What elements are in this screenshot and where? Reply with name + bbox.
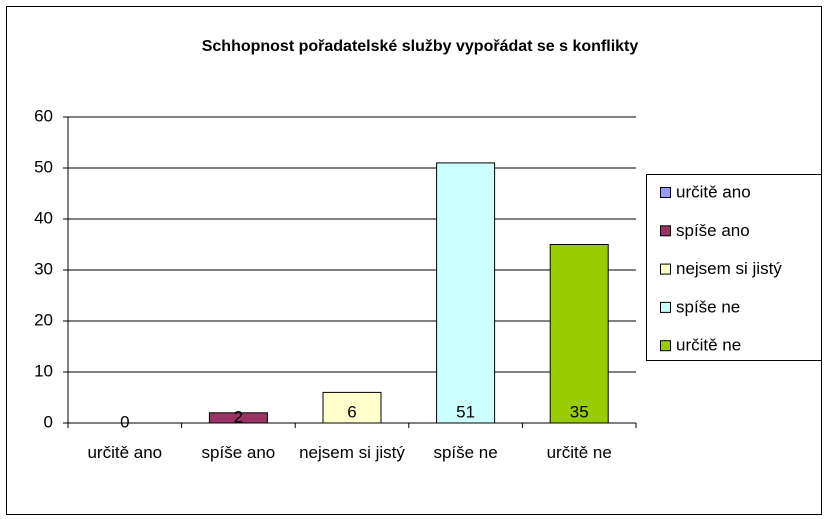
x-tick-label: určitě ne xyxy=(546,443,612,462)
legend-label: spíše ne xyxy=(676,297,740,316)
y-tick-label: 20 xyxy=(34,310,53,329)
data-label: 2 xyxy=(234,407,243,426)
legend-swatch xyxy=(660,340,671,352)
y-tick-label: 0 xyxy=(44,412,53,431)
legend-label: určitě ano xyxy=(676,182,751,201)
x-tick-label: spíše ano xyxy=(201,443,276,462)
legend-swatch xyxy=(660,225,671,237)
y-tick-label: 60 xyxy=(34,106,53,125)
legend-swatch xyxy=(660,187,671,198)
bar xyxy=(436,162,496,424)
x-tick-label: určitě ano xyxy=(87,443,163,462)
data-label: 51 xyxy=(456,402,475,421)
bar xyxy=(549,244,609,424)
data-label: 0 xyxy=(120,412,129,431)
x-tick-label: spíše ne xyxy=(433,443,498,462)
data-label: 6 xyxy=(347,402,356,421)
legend-swatch xyxy=(660,263,671,275)
bar xyxy=(208,412,268,424)
y-tick-label: 30 xyxy=(34,259,53,278)
data-label: 35 xyxy=(570,402,589,421)
bar xyxy=(322,391,382,424)
y-tick-label: 10 xyxy=(34,361,53,380)
legend-label: spíše ano xyxy=(676,221,750,240)
legend-label: určitě ne xyxy=(676,336,741,355)
y-tick-label: 40 xyxy=(34,208,53,227)
legend xyxy=(646,174,822,361)
chart-title: Schhopnost pořadatelské služby vypořádat… xyxy=(202,38,639,55)
legend-label: nejsem si jistý xyxy=(676,259,782,278)
y-tick-label: 50 xyxy=(34,157,53,176)
x-tick-label: nejsem si jistý xyxy=(299,443,405,462)
legend-swatch xyxy=(660,301,671,313)
